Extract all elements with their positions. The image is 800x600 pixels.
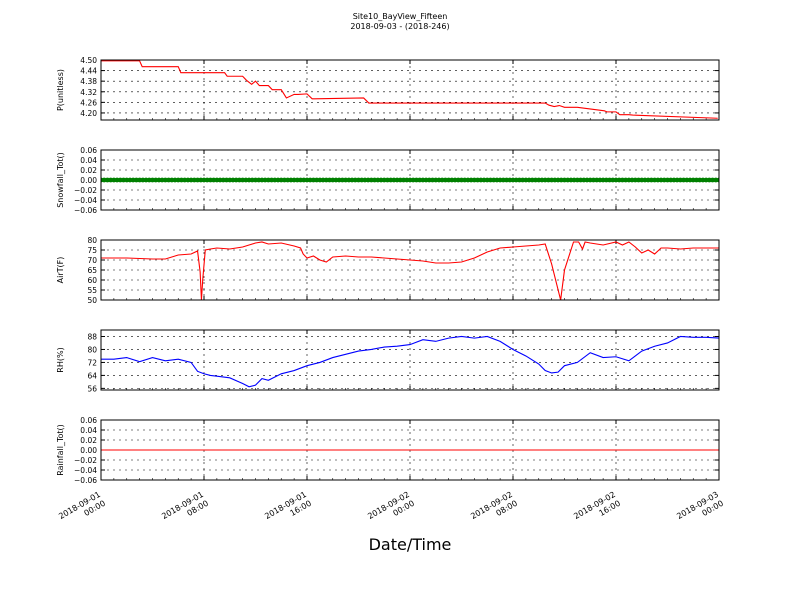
y-tick-label: 4.20 <box>80 109 97 118</box>
y-tick-label: 0.06 <box>80 146 97 155</box>
subplot-1: 4.20 4.264.32 4.384.44 4.50 P(unitless) <box>56 56 720 121</box>
y-axis-label: RH(%) <box>56 347 65 372</box>
x-tick-label: 2018-09-0216:00 <box>572 490 622 530</box>
y-tick-label: 0.00 <box>80 176 97 185</box>
y-tick-label: 0.04 <box>80 426 97 435</box>
y-axis-label: Snowfall_Tot() <box>56 152 65 208</box>
x-tick-label: 2018-09-0208:00 <box>469 490 519 530</box>
y-tick-label: 65 <box>87 266 97 275</box>
series-line <box>101 60 718 119</box>
subplot-2: −0.06−0.04−0.020.000.020.040.06 Snowfall_… <box>56 146 720 215</box>
chart-subtitle: 2018-09-03 - (2018-246) <box>350 22 449 31</box>
plot-frame <box>100 239 720 301</box>
y-axis-label: P(unitless) <box>56 69 65 111</box>
chart-title: Site10_BayView_Fifteen <box>353 12 448 21</box>
y-tick-label: 4.38 <box>80 77 97 86</box>
y-tick-label: 0.06 <box>80 416 97 425</box>
y-tick-label: 4.26 <box>80 98 97 107</box>
y-tick-label: −0.02 <box>74 456 97 465</box>
y-tick-label: 60 <box>87 276 97 285</box>
plot-frame <box>100 149 720 211</box>
y-tick-label: −0.06 <box>74 206 97 215</box>
series-line <box>101 335 719 388</box>
y-tick-label: 50 <box>87 296 97 305</box>
y-tick-label: −0.04 <box>74 196 97 205</box>
x-tick-label: 2018-09-0300:00 <box>675 490 725 530</box>
x-tick-label: 2018-09-0200:00 <box>366 490 416 530</box>
y-tick-label: 70 <box>87 256 97 265</box>
y-axis-label: Rainfall_Tot() <box>56 424 65 476</box>
y-tick-label: 64 <box>87 371 97 380</box>
x-tick-label: 2018-09-0100:00 <box>57 490 107 530</box>
series-line <box>101 241 719 300</box>
x-axis-label: Date/Time <box>369 535 452 554</box>
data-point <box>716 177 719 183</box>
y-tick-label: −0.04 <box>74 466 97 475</box>
subplot-5: −0.06−0.04−0.020.000.020.040.06 Rainfall_… <box>56 416 720 485</box>
x-tick-label: 2018-09-0108:00 <box>160 490 210 530</box>
y-tick-label: 4.44 <box>80 67 97 76</box>
plot-frame <box>100 59 720 121</box>
x-tick-label: 2018-09-0116:00 <box>263 490 313 530</box>
subplots: 4.20 4.264.32 4.384.44 4.50 P(unitless) −0.06… <box>56 56 720 485</box>
x-tick-labels: 2018-09-0100:00 2018-09-0108:00 2018-09-01… <box>57 490 725 530</box>
y-tick-label: 55 <box>87 286 97 295</box>
series-points <box>101 177 719 183</box>
y-tick-label: 56 <box>87 384 97 393</box>
plot-frame <box>100 419 720 481</box>
y-tick-label: 75 <box>87 246 97 255</box>
y-tick-label: 0.02 <box>80 436 97 445</box>
y-tick-label: 4.32 <box>80 88 97 97</box>
subplot-4: 56 64 72 80 88 RH(%) <box>56 329 720 393</box>
y-tick-label: 72 <box>87 358 97 367</box>
y-tick-label: 4.50 <box>80 56 97 65</box>
y-tick-label: −0.02 <box>74 186 97 195</box>
y-tick-label: 0.02 <box>80 166 97 175</box>
y-tick-label: 0.04 <box>80 156 97 165</box>
y-tick-label: 80 <box>87 236 97 245</box>
y-tick-label: 88 <box>87 332 97 341</box>
y-tick-label: 0.00 <box>80 446 97 455</box>
y-tick-label: −0.06 <box>74 476 97 485</box>
y-tick-label: 80 <box>87 345 97 354</box>
plot-frame <box>100 329 720 391</box>
y-axis-label: AirT(F) <box>56 257 65 284</box>
